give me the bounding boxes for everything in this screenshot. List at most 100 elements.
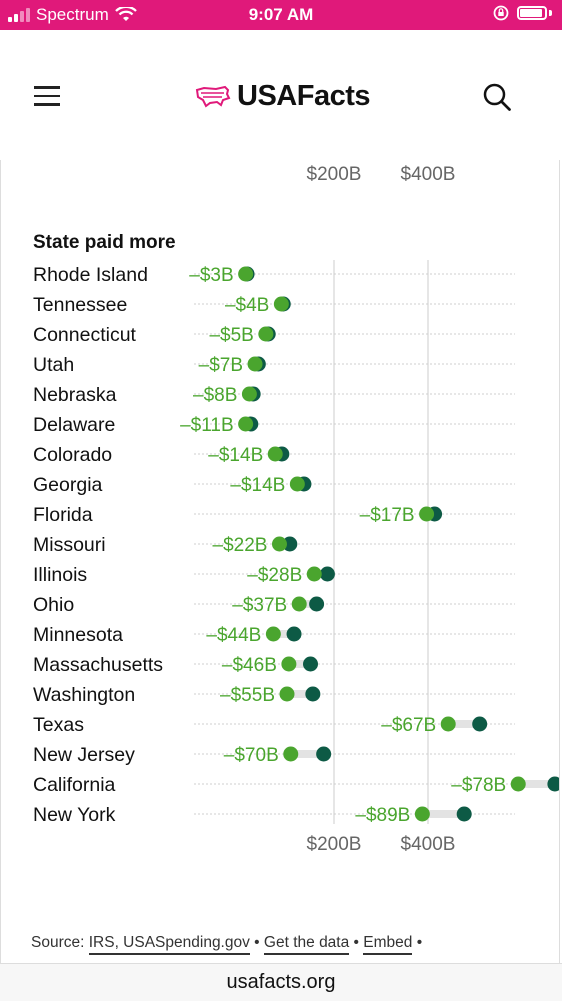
light-dot xyxy=(306,566,322,582)
light-dot xyxy=(291,596,307,612)
state-label: California xyxy=(33,774,116,796)
difference-label: –$14B xyxy=(230,475,285,496)
state-label: Washington xyxy=(33,684,135,706)
dark-dot xyxy=(305,686,321,702)
state-label: Utah xyxy=(33,354,74,376)
light-dot xyxy=(238,266,254,282)
difference-label: –$22B xyxy=(213,535,268,556)
light-dot xyxy=(283,746,299,762)
difference-label: –$8B xyxy=(193,385,237,406)
difference-label: –$5B xyxy=(209,325,253,346)
difference-label: –$78B xyxy=(451,775,506,796)
light-dot xyxy=(279,686,295,702)
dot-plot-chart: $200B $400B $200B $400B State paid more Rhode… xyxy=(33,164,559,855)
source-prefix: Source: xyxy=(31,934,85,951)
x-tick-label-top: $200B xyxy=(307,164,362,185)
dark-dot xyxy=(282,536,298,552)
site-logo[interactable]: USAFacts xyxy=(195,80,371,113)
difference-label: –$17B xyxy=(360,505,415,526)
difference-label: –$14B xyxy=(208,445,263,466)
source-line: Source: IRS, USASpending.gov • Get the d… xyxy=(31,934,423,955)
state-label: Minnesota xyxy=(33,624,123,646)
dark-dot xyxy=(456,806,472,822)
site-header: USAFacts xyxy=(0,30,562,160)
difference-label: –$70B xyxy=(224,745,279,766)
browser-url-bar[interactable]: usafacts.org xyxy=(0,963,562,1001)
light-dot xyxy=(414,806,430,822)
state-label: Nebraska xyxy=(33,384,117,406)
dark-dot xyxy=(319,566,335,582)
state-label: New York xyxy=(33,804,116,826)
bullet-1: • xyxy=(254,934,260,951)
wifi-icon xyxy=(114,7,137,21)
search-icon[interactable] xyxy=(482,82,512,112)
light-dot xyxy=(510,776,526,792)
difference-label: –$44B xyxy=(206,625,261,646)
state-label: New Jersey xyxy=(33,744,135,766)
light-dot xyxy=(289,476,305,492)
light-dot xyxy=(247,356,263,372)
difference-label: –$3B xyxy=(189,265,233,286)
light-dot xyxy=(241,386,257,402)
difference-label: –$89B xyxy=(355,805,410,826)
embed-link[interactable]: Embed xyxy=(363,934,413,955)
difference-label: –$67B xyxy=(381,715,436,736)
dark-dot xyxy=(316,746,332,762)
bullet-3: • xyxy=(416,934,423,951)
state-label: Ohio xyxy=(33,594,74,616)
state-label: Connecticut xyxy=(33,324,137,346)
dark-dot xyxy=(286,626,302,642)
source-link[interactable]: IRS, USASpending.gov xyxy=(88,934,250,955)
dark-dot xyxy=(472,716,488,732)
state-label: Massachusetts xyxy=(33,654,163,676)
difference-label: –$28B xyxy=(247,565,302,586)
status-right xyxy=(493,5,552,21)
orientation-lock-icon xyxy=(493,5,509,21)
light-dot xyxy=(238,416,254,432)
difference-label: –$4B xyxy=(225,295,269,316)
state-label: Texas xyxy=(33,714,84,736)
light-dot xyxy=(273,296,289,312)
state-label: Florida xyxy=(33,504,93,526)
usa-map-logo-icon xyxy=(195,85,231,108)
light-dot xyxy=(258,326,274,342)
logo-text: USAFacts xyxy=(237,80,371,112)
difference-label: –$37B xyxy=(232,595,287,616)
battery-icon xyxy=(517,6,547,20)
battery-tip xyxy=(549,10,552,16)
status-time: 9:07 AM xyxy=(248,5,314,24)
light-dot xyxy=(267,446,283,462)
difference-label: –$11B xyxy=(180,415,234,436)
state-label: Missouri xyxy=(33,534,106,556)
x-tick-label-bottom: $400B xyxy=(401,834,456,855)
dark-dot xyxy=(547,776,559,792)
difference-label: –$55B xyxy=(220,685,275,706)
menu-icon[interactable] xyxy=(34,86,60,106)
status-bar: Spectrum 9:07 AM xyxy=(0,0,562,30)
section-label: State paid more xyxy=(33,232,176,253)
url-text: usafacts.org xyxy=(226,971,336,993)
carrier-group: Spectrum xyxy=(8,5,137,25)
bullet-2: • xyxy=(353,934,359,951)
chart-container: $200B $400B $200B $400B State paid more Rhode… xyxy=(0,160,560,963)
difference-label: –$46B xyxy=(222,655,277,676)
state-label: Georgia xyxy=(33,474,103,496)
x-tick-label-bottom: $200B xyxy=(307,834,362,855)
light-dot xyxy=(265,626,281,642)
light-dot xyxy=(281,656,297,672)
state-label: Tennessee xyxy=(33,294,127,316)
dark-dot xyxy=(309,596,325,612)
carrier-name: Spectrum xyxy=(36,5,109,24)
get-data-link[interactable]: Get the data xyxy=(263,934,350,955)
signal-icon xyxy=(8,8,30,22)
light-dot xyxy=(271,536,287,552)
state-label: Colorado xyxy=(33,444,112,466)
difference-label: –$7B xyxy=(199,355,243,376)
state-label: Illinois xyxy=(33,564,87,586)
x-tick-label-top: $400B xyxy=(401,164,456,185)
dark-dot xyxy=(303,656,318,672)
state-label: Delaware xyxy=(33,414,115,436)
state-label: Rhode Island xyxy=(33,264,148,286)
light-dot xyxy=(419,506,435,522)
light-dot xyxy=(440,716,456,732)
